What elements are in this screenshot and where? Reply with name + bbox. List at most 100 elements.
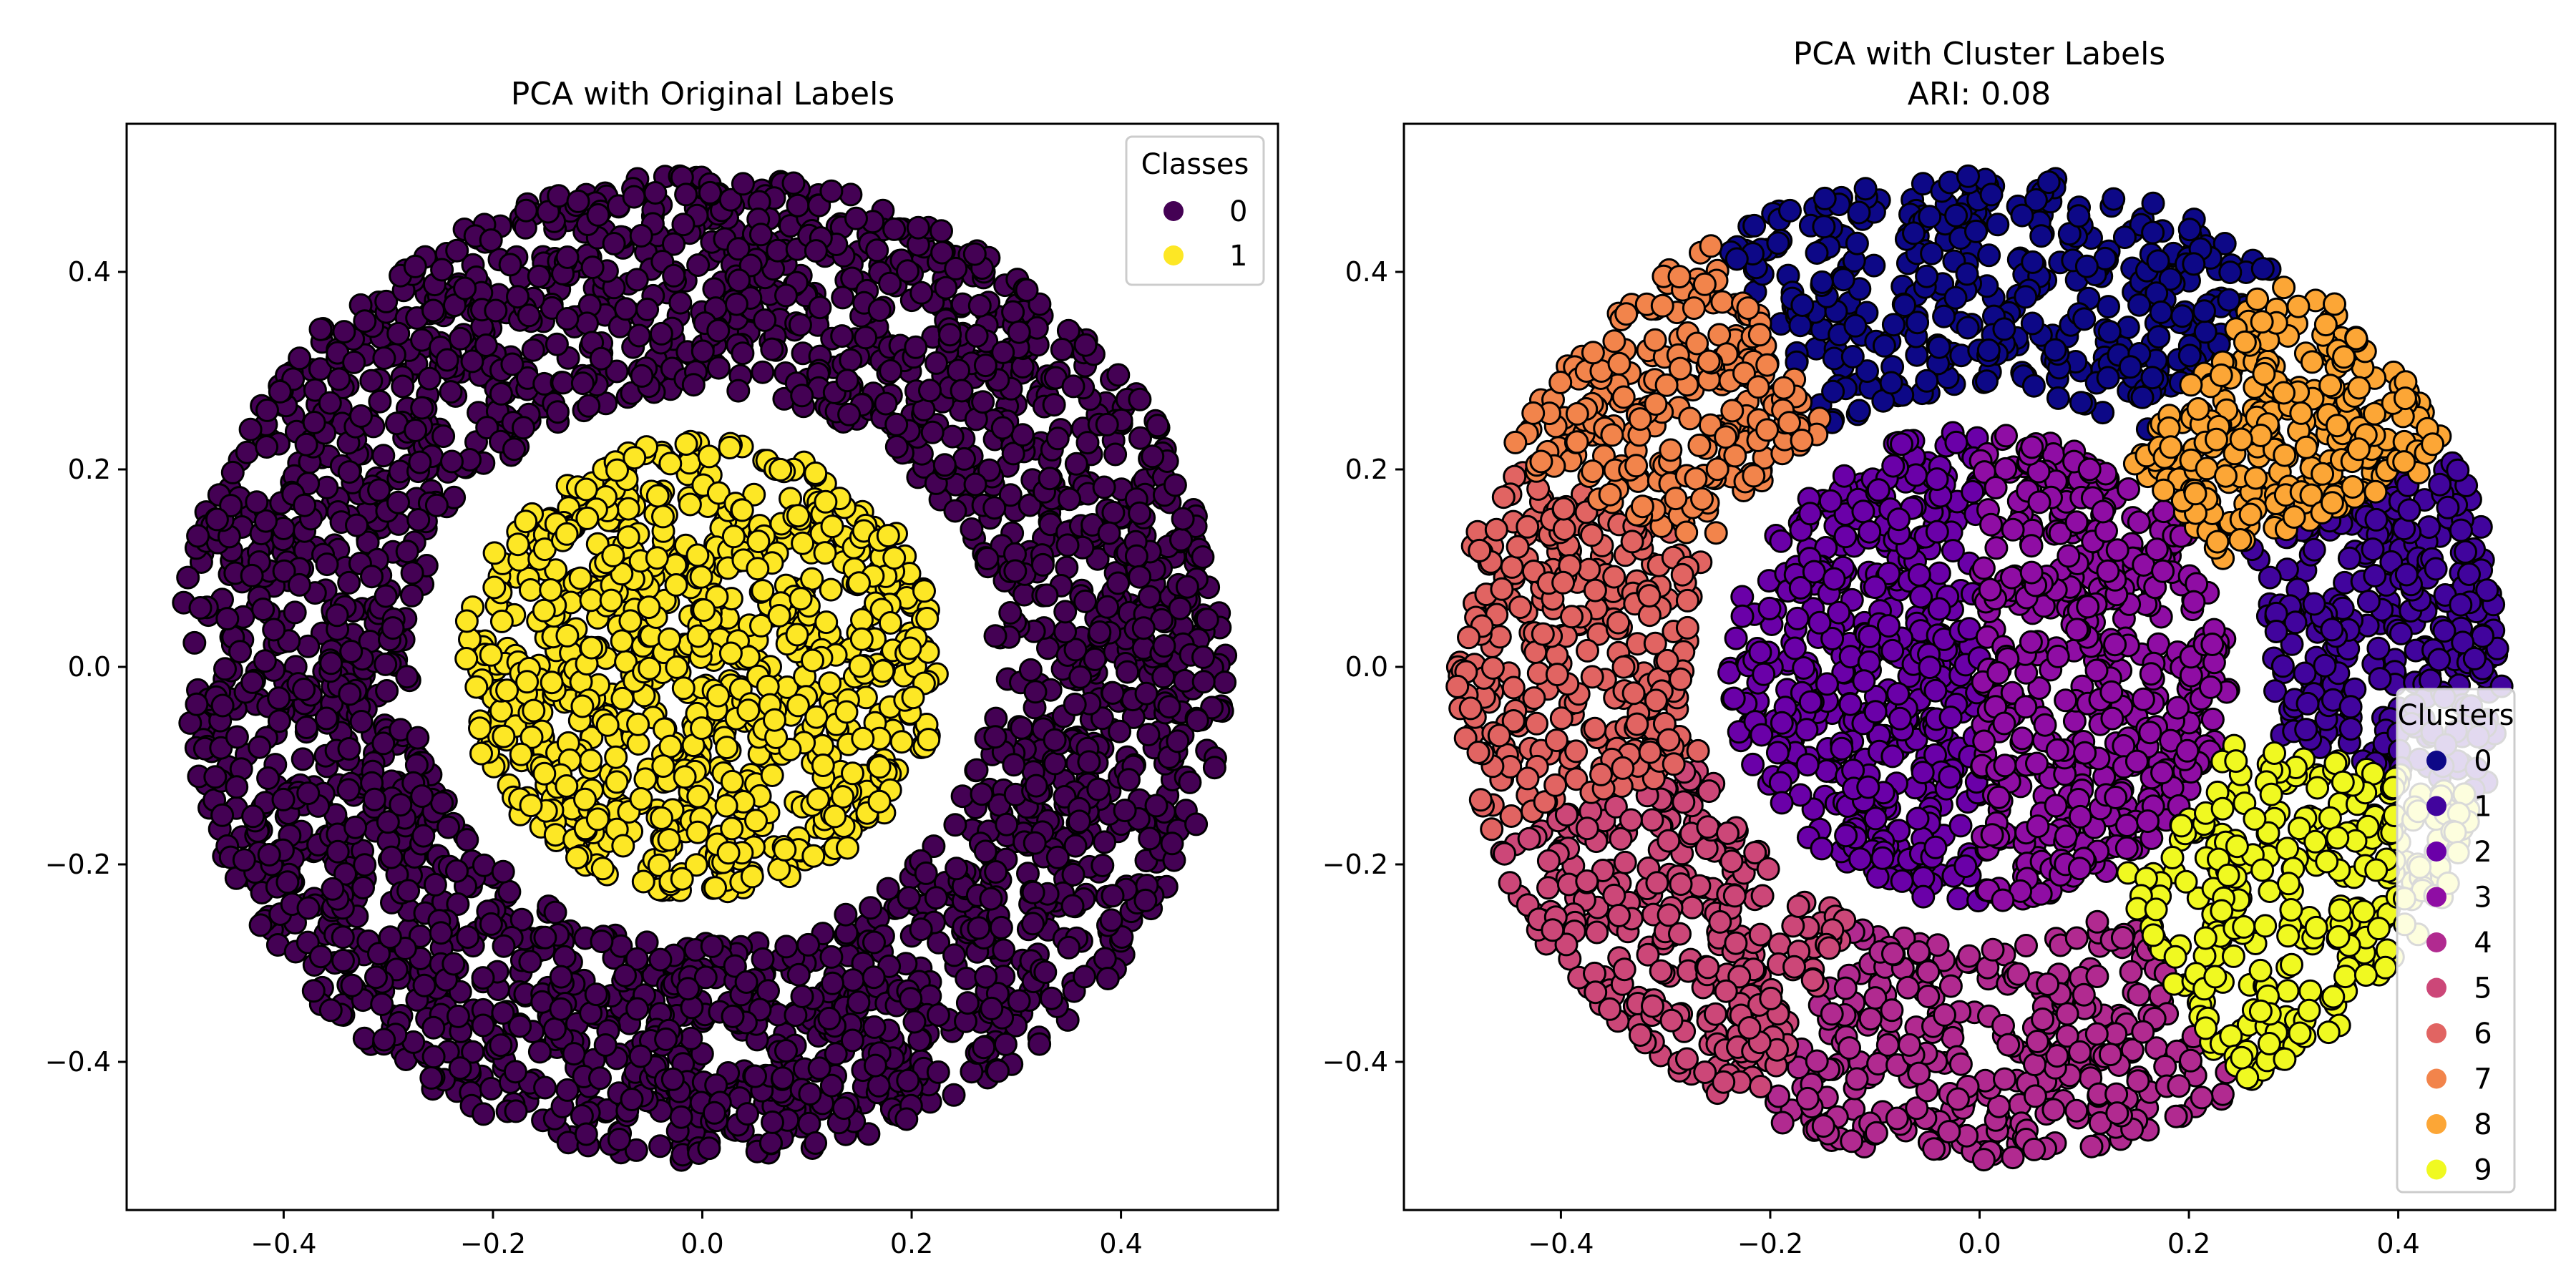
left-point-series-0 [790, 985, 814, 1008]
left-point-series-1 [515, 670, 540, 694]
left-point-series-0 [1083, 647, 1107, 671]
left-point-series-0 [374, 584, 398, 608]
left-point-series-0 [577, 394, 601, 418]
left-point-series-0 [635, 297, 660, 321]
left-point-series-1 [579, 588, 603, 613]
right-point-series-0 [2021, 374, 2046, 398]
left-point-series-0 [584, 982, 608, 1007]
left-point-series-0 [942, 1083, 966, 1107]
left-point-series-0 [817, 1006, 841, 1030]
left-point-series-1 [716, 841, 741, 865]
left-point-series-0 [1157, 695, 1181, 719]
left-point-series-0 [551, 371, 575, 395]
left-point-series-0 [874, 391, 898, 416]
left-point-series-0 [543, 900, 567, 924]
right-point-series-2 [1890, 869, 1914, 893]
left-point-series-0 [255, 435, 279, 459]
right-point-series-1 [2294, 718, 2318, 742]
right-point-series-2 [1769, 529, 1793, 553]
left-point-series-0 [865, 238, 889, 263]
left-point-series-0 [706, 318, 731, 343]
left-point-series-0 [374, 652, 398, 676]
left-point-series-0 [1113, 799, 1137, 823]
right-point-series-0 [1975, 369, 1999, 394]
left-point-series-0 [945, 857, 969, 881]
left-point-series-1 [570, 694, 595, 718]
left-point-series-0 [625, 268, 649, 292]
right-point-series-0 [1742, 213, 1767, 238]
left-point-series-1 [605, 770, 629, 794]
left-point-series-0 [293, 493, 317, 517]
left-point-series-0 [408, 450, 432, 474]
left-point-series-0 [943, 499, 967, 523]
left-point-series-1 [492, 724, 516, 748]
right-point-series-2 [1822, 567, 1846, 591]
left-point-series-0 [275, 870, 300, 894]
left-point-series-0 [1024, 774, 1048, 798]
left-point-series-0 [315, 475, 339, 499]
left-point-series-0 [386, 490, 410, 514]
right-point-series-3 [1971, 556, 1996, 580]
left-point-series-0 [471, 966, 495, 990]
left-point-series-1 [889, 730, 914, 754]
left-point-series-0 [527, 264, 551, 288]
left-point-series-0 [1137, 585, 1161, 609]
left-point-series-0 [1191, 645, 1215, 669]
right-point-series-2 [1741, 752, 1765, 776]
left-point-series-0 [862, 1015, 887, 1039]
left-point-series-0 [648, 1134, 672, 1158]
right-point-series-0 [2218, 260, 2243, 285]
left-point-series-0 [734, 970, 758, 994]
left-point-series-1 [714, 794, 738, 818]
left-point-series-1 [912, 579, 936, 603]
left-point-series-0 [984, 860, 1008, 884]
left-point-series-1 [718, 641, 743, 665]
right-point-series-1 [2263, 679, 2287, 703]
right-point-series-0 [2193, 320, 2218, 344]
left-point-series-1 [637, 595, 661, 620]
left-point-series-0 [1166, 729, 1190, 753]
left-point-series-0 [760, 337, 784, 361]
left-point-series-0 [292, 678, 316, 701]
left-point-series-1 [917, 728, 941, 752]
left-point-series-1 [555, 623, 580, 648]
left-point-series-1 [595, 713, 620, 737]
left-point-series-0 [351, 876, 375, 899]
left-point-series-0 [627, 323, 651, 348]
left-point-series-0 [1169, 527, 1193, 552]
right-point-series-2 [1866, 478, 1890, 502]
left-point-series-0 [326, 839, 350, 864]
right-point-series-1 [2454, 540, 2477, 564]
left-point-series-0 [1128, 565, 1152, 589]
right-point-series-0 [1915, 369, 1939, 393]
right-point-series-1 [2389, 621, 2413, 645]
left-point-series-0 [533, 925, 557, 950]
left-point-series-0 [1010, 423, 1035, 447]
left-point-series-0 [439, 380, 463, 404]
left-point-series-0 [950, 379, 974, 403]
left-point-series-0 [1010, 716, 1034, 740]
left-point-series-1 [673, 765, 697, 789]
left-point-series-0 [983, 725, 1008, 749]
left-point-series-0 [203, 765, 228, 789]
right-point-series-0 [2097, 295, 2120, 319]
left-point-series-1 [867, 789, 892, 814]
left-point-series-1 [629, 787, 653, 811]
legend-label-class-0: 0 [1229, 195, 1247, 228]
left-point-series-1 [611, 834, 635, 858]
right-point-series-2 [1832, 464, 1856, 488]
left-point-series-0 [1002, 753, 1026, 777]
left-point-series-0 [353, 309, 377, 333]
left-point-series-0 [257, 843, 281, 867]
left-point-series-0 [593, 1033, 618, 1057]
left-point-series-1 [819, 577, 843, 602]
left-point-series-0 [1050, 338, 1074, 361]
left-point-series-1 [901, 686, 925, 710]
left-point-series-1 [678, 492, 702, 517]
left-point-series-0 [706, 356, 731, 380]
left-point-series-0 [294, 716, 318, 739]
left-point-series-0 [395, 540, 419, 564]
left-point-series-0 [268, 379, 292, 404]
left-point-series-0 [876, 877, 900, 901]
left-point-series-0 [489, 381, 513, 406]
